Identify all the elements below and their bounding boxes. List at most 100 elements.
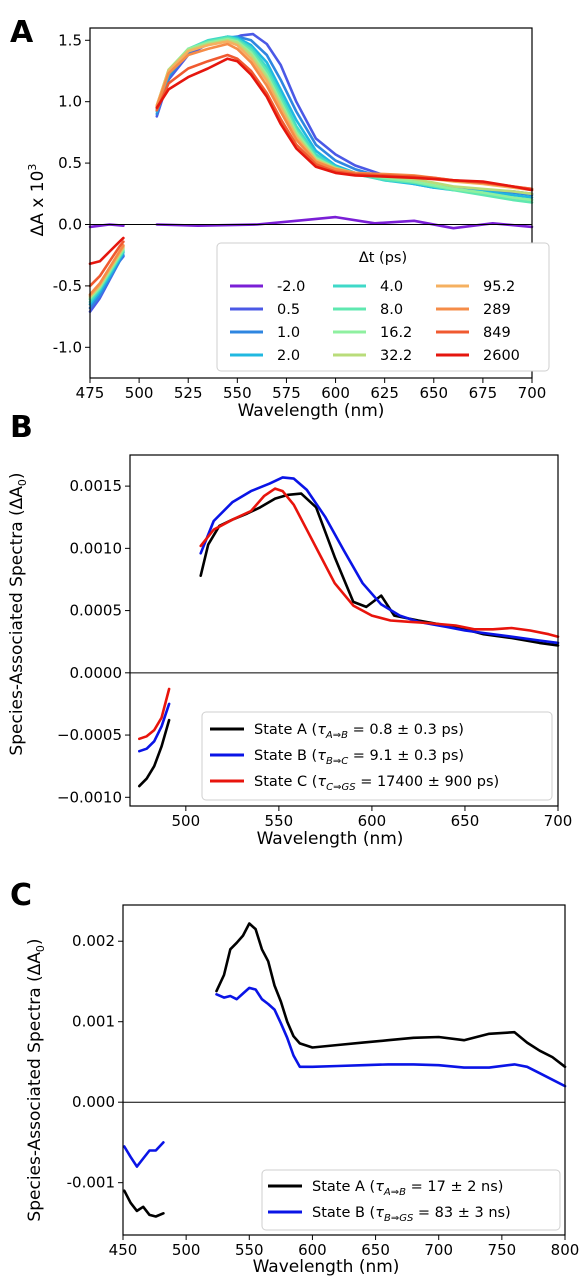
panel-a-yticks: -1.0 -0.5 0.0 0.5 1.0 1.5 xyxy=(53,31,90,356)
panel-b-xlabel: Wavelength (nm) xyxy=(257,829,404,849)
panel-a-series-10-seg1-line xyxy=(88,244,125,296)
panel-c-xtick-label: 650 xyxy=(361,1241,390,1259)
panel-a-ytick-label: -1.0 xyxy=(53,338,82,356)
panel-b-xtick-label: 600 xyxy=(358,812,387,830)
panel-a-letter: A xyxy=(10,15,34,50)
panel-a-series xyxy=(88,32,534,313)
panel-a-frame xyxy=(89,27,533,379)
panel-b: B 500 550 600 650 700 −0.0010 −0.0005 0.0000 0.… xyxy=(7,410,572,849)
panel-a-legend-label: 8.0 xyxy=(380,302,403,318)
panel-c-xtick-label: 450 xyxy=(109,1241,138,1259)
panel-b-series-3-seg2-line xyxy=(199,487,560,638)
panel-b-ytick-label: −0.0010 xyxy=(57,788,122,806)
panel-c-ylabel-end: ) xyxy=(25,938,45,945)
panel-b-ytick-label: −0.0005 xyxy=(57,726,122,744)
panel-a-series-1-seg2-line xyxy=(155,215,534,230)
panel-c-ylabel-sub: 0 xyxy=(34,945,47,952)
panel-a-series-12-seg1-line xyxy=(88,236,125,266)
panel-a-xticks: 475 500 525 550 575 600 625 650 675 700 xyxy=(76,378,547,402)
panel-b-ylabel-end: ) xyxy=(7,472,27,479)
panel-c-xlabel: Wavelength (nm) xyxy=(253,1257,400,1276)
panel-a-series-6-seg2-line xyxy=(155,36,534,204)
panel-c-series-1-seg2-line xyxy=(215,922,567,1069)
panel-b-legend: State A (τA⇒B = 0.8 ± 0.3 ps) State B (τB… xyxy=(201,711,553,801)
panel-a-legend-label: 32.2 xyxy=(380,348,412,364)
panel-c-ylabel-main: Species-Associated Spectra (ΔA xyxy=(25,952,45,1222)
panel-b-xtick-label: 650 xyxy=(451,812,480,830)
panel-a: A 475 500 525 550 575 600 625 650 675 700 -1.0 -0.… xyxy=(10,15,550,421)
panel-a-ytick-label: 0.5 xyxy=(58,154,82,172)
panel-legend-label: State A (τA⇒B = 0.8 ± 0.3 ps) xyxy=(254,722,464,741)
panel-a-legend-label: 1.0 xyxy=(277,325,300,341)
panel-legend-label: State B (τB⇒GS = 83 ± 3 ns) xyxy=(312,1205,511,1224)
panel-c-xtick-label: 750 xyxy=(488,1241,517,1259)
panel-b-frame xyxy=(129,454,559,807)
panel-c-xtick-label: 600 xyxy=(298,1241,327,1259)
panel-b-ylabel-main: Species-Associated Spectra (ΔA xyxy=(7,486,27,756)
panel-a-ytick-label: 1.5 xyxy=(58,31,82,49)
panel-b-ytick-label: 0.0005 xyxy=(70,602,123,620)
panel-c-xtick-label: 800 xyxy=(551,1241,580,1259)
panel-a-legend-label: 849 xyxy=(483,325,511,341)
panel-a-legend: Δt (ps) -2.0 0.5 1.0 2.0 4.0 8.0 16.2 32.2 95.2 2… xyxy=(216,242,550,372)
panel-legend-label: State C (τC⇒GS = 17400 ± 900 ps) xyxy=(254,774,499,793)
panel-b-series xyxy=(138,476,560,788)
panel-a-ytick-label: 1.0 xyxy=(58,93,82,111)
panel-c-series-1-seg1-line xyxy=(123,1189,165,1218)
panel-a-legend-box xyxy=(216,242,550,372)
panel-b-ytick-label: 0.0015 xyxy=(70,477,123,495)
panel-a-legend-label: 0.5 xyxy=(277,302,300,318)
panel-b-xtick-label: 550 xyxy=(265,812,294,830)
panel-a-xtick-label: 475 xyxy=(76,384,105,402)
panel-c-legend-box xyxy=(261,1169,561,1231)
panel-a-xtick-label: 550 xyxy=(223,384,252,402)
panel-a-xtick-label: 700 xyxy=(518,384,547,402)
panel-b-legend-box xyxy=(201,711,553,801)
panel-a-ytick-label: 0.0 xyxy=(58,215,82,233)
panel-c-xtick-label: 700 xyxy=(424,1241,453,1259)
panel-c-xtick-label: 550 xyxy=(235,1241,264,1259)
panel-c-series xyxy=(123,922,567,1218)
panel-a-legend-label: 2600 xyxy=(483,348,520,364)
panel-b-ylabel: Species-Associated Spectra (ΔA0) xyxy=(7,472,29,755)
panel-a-xtick-label: 525 xyxy=(174,384,203,402)
panel-a-xtick-label: 500 xyxy=(125,384,154,402)
panel-a-xtick-label: 650 xyxy=(419,384,448,402)
panel-a-legend-title: Δt (ps) xyxy=(359,250,407,266)
panel-c-xticks: 450 500 550 600 650 700 750 800 xyxy=(109,1235,580,1259)
panel-a-series-11-seg1-line xyxy=(88,240,125,288)
panel-a-ylabel-main: ΔA x 10 xyxy=(28,171,48,237)
panel-legend-label: State B (τB⇒C = 9.1 ± 0.3 ps) xyxy=(254,748,464,767)
panel-a-series-7-seg2-line xyxy=(155,37,534,202)
panel-b-xtick-label: 700 xyxy=(544,812,573,830)
panel-a-ytick-label: -0.5 xyxy=(53,277,82,295)
panel-a-xlabel: Wavelength (nm) xyxy=(238,401,385,421)
panel-a-legend-label: -2.0 xyxy=(277,279,305,295)
panel-a-legend-label: 289 xyxy=(483,302,511,318)
panel-b-series-2-seg2-line xyxy=(199,476,560,645)
panel-c-legend: State A (τA⇒B = 17 ± 2 ns) State B (τB⇒GS… xyxy=(261,1169,561,1231)
panel-c-ytick-label: 0.001 xyxy=(72,1013,115,1031)
panel-a-series-1-seg1-line xyxy=(88,223,125,229)
panel-c-series-2-seg2-line xyxy=(215,986,567,1088)
panel-c: C 450 500 550 600 650 700 750 800 -0.001 0.000 0.… xyxy=(10,878,579,1276)
panel-a-series-5-seg2-line xyxy=(155,35,534,202)
panel-b-series-2-seg1-line xyxy=(138,702,171,753)
panel-a-xtick-label: 600 xyxy=(321,384,350,402)
panel-b-series-3-seg1-line xyxy=(138,687,171,741)
panel-b-xticks: 500 550 600 650 700 xyxy=(172,806,573,830)
panel-b-yticks: −0.0010 −0.0005 0.0000 0.0005 0.0010 0.0015 xyxy=(57,477,130,806)
panel-a-ylabel: ΔA x 103 xyxy=(26,164,48,237)
panel-b-ytick-label: 0.0000 xyxy=(70,664,123,682)
panel-b-ylabel-sub: 0 xyxy=(16,479,29,486)
panel-c-ytick-label: -0.001 xyxy=(67,1174,115,1192)
panel-c-yticks: -0.001 0.000 0.001 0.002 xyxy=(67,932,123,1192)
panel-a-series-12-seg2-line xyxy=(155,57,534,192)
panel-legend-label: State A (τA⇒B = 17 ± 2 ns) xyxy=(312,1179,503,1198)
panel-b-ytick-label: 0.0010 xyxy=(70,539,123,557)
panel-b-letter: B xyxy=(10,410,33,445)
panel-c-ylabel: Species-Associated Spectra (ΔA0) xyxy=(25,938,47,1221)
panel-a-legend-label: 16.2 xyxy=(380,325,412,341)
panel-b-series-1-seg1-line xyxy=(138,718,171,788)
